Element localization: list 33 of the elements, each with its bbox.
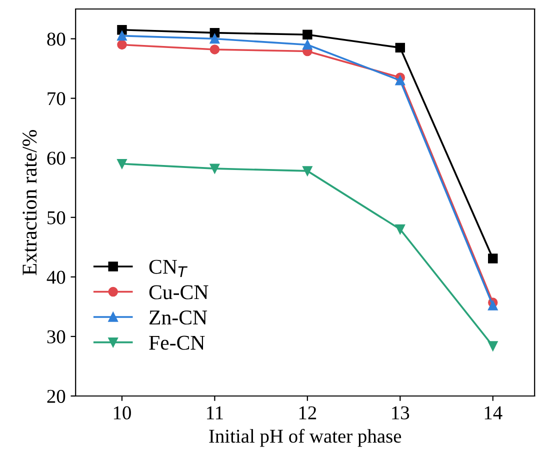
point — [395, 42, 406, 53]
legend-label: CN$_{T}$ — [149, 260, 188, 278]
point — [210, 164, 220, 174]
y-tick-label: 60 — [47, 152, 66, 165]
point — [117, 40, 127, 50]
x-tick-label: 12 — [299, 406, 316, 420]
y-tick-label: 40 — [46, 270, 66, 284]
point — [488, 341, 498, 351]
point — [117, 30, 127, 41]
y-tick-label: 30 — [47, 330, 66, 344]
x-axis-title: Initial pH of water phase — [209, 428, 402, 447]
y-tick-label: 20 — [47, 390, 66, 403]
legend-label: Fe-CN — [149, 336, 205, 350]
legend-label: Zn-CN — [150, 310, 208, 325]
legend-label: Cu-CN — [149, 285, 208, 300]
x-tick-label: 10 — [114, 406, 131, 420]
y-tick-label: 50 — [48, 211, 66, 224]
point — [302, 30, 312, 40]
point — [117, 158, 127, 169]
x-tick-label: 14 — [484, 406, 502, 420]
y-tick-label: 80 — [47, 32, 66, 46]
point — [488, 254, 498, 264]
point — [210, 44, 220, 54]
y-tick-label: 70 — [48, 92, 66, 106]
x-tick-label: 11 — [207, 406, 223, 420]
point — [302, 166, 312, 176]
point — [302, 40, 312, 50]
point — [488, 300, 498, 310]
point — [395, 224, 406, 234]
x-tick-label: 13 — [392, 406, 410, 420]
point — [395, 76, 406, 86]
y-axis-title: Extraction rate/% — [22, 130, 37, 276]
point — [210, 34, 220, 44]
